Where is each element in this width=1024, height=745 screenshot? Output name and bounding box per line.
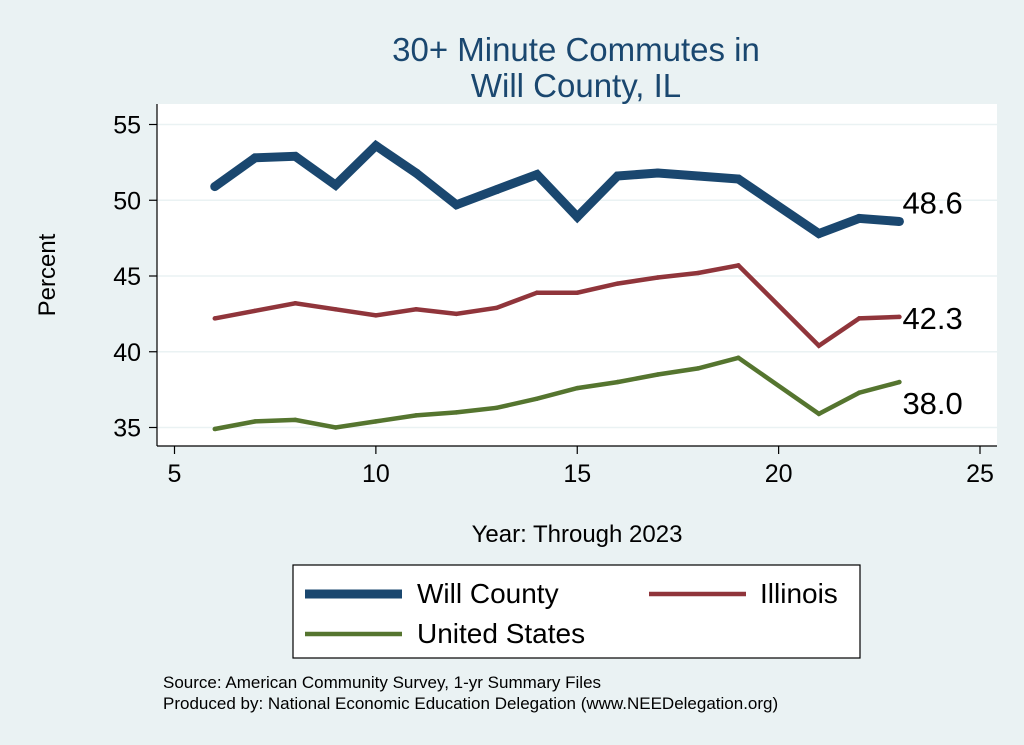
legend-label-illinois: Illinois [760, 578, 838, 609]
x-tick-label-20: 20 [765, 460, 793, 488]
data-point [494, 405, 499, 411]
data-point [534, 396, 540, 401]
data-point [816, 343, 822, 348]
data-point [695, 366, 701, 371]
data-point [655, 372, 661, 377]
data-point [814, 229, 824, 239]
data-point [212, 426, 218, 432]
data-point [333, 307, 338, 312]
data-point [250, 153, 260, 163]
y-tick-label-35: 35 [113, 415, 141, 443]
data-point [413, 307, 419, 312]
data-point [655, 275, 661, 280]
data-point [373, 313, 379, 318]
data-point [854, 213, 864, 223]
x-axis-label: Year: Through 2023 [472, 521, 683, 548]
legend-box [292, 564, 861, 659]
data-point [693, 171, 703, 181]
data-point [212, 316, 218, 321]
end-label-illinois: 42.3 [902, 301, 962, 336]
data-point [252, 308, 258, 314]
source-note: Source: American Community Survey, 1-yr … [163, 673, 601, 692]
data-point [252, 419, 258, 424]
data-point [733, 174, 743, 184]
y-tick-label-45: 45 [113, 263, 141, 291]
data-point [373, 419, 379, 424]
y-axis-ticks: 35 40 45 50 55 [113, 112, 157, 443]
data-point [451, 200, 461, 210]
data-point [575, 385, 580, 391]
x-tick-label-25: 25 [966, 460, 994, 488]
chart-title-line1: 30+ Minute Commutes in [392, 31, 760, 68]
data-point [613, 171, 623, 181]
data-point [736, 355, 741, 361]
y-axis-label: Percent [34, 233, 61, 316]
data-point [816, 411, 822, 417]
data-point [856, 390, 862, 395]
x-axis-ticks: 5 10 15 20 25 [168, 446, 994, 488]
data-point [615, 379, 620, 385]
end-label-united-states: 38.0 [902, 386, 962, 421]
data-point [532, 169, 542, 179]
data-point [856, 316, 862, 321]
legend-label-united-states: United States [417, 618, 585, 649]
data-point [575, 290, 580, 295]
data-point [210, 182, 220, 192]
end-labels: 48.6 42.3 38.0 [902, 185, 962, 421]
produced-note: Produced by: National Economic Education… [163, 694, 778, 713]
data-point [290, 151, 300, 161]
data-point [331, 180, 341, 190]
legend: Will County Illinois United States [305, 578, 838, 649]
data-point [371, 141, 381, 151]
x-tick-label-5: 5 [168, 460, 182, 488]
legend-label-will-county: Will County [417, 578, 559, 609]
series-lines [210, 139, 904, 432]
end-label-will-county: 48.6 [902, 185, 962, 220]
data-point [894, 216, 904, 226]
chart-title-line2: Will County, IL [471, 67, 681, 104]
data-point [534, 290, 540, 295]
x-tick-label-15: 15 [563, 460, 591, 488]
y-tick-label-40: 40 [113, 339, 141, 367]
data-point [897, 379, 902, 385]
data-point [572, 212, 582, 222]
y-tick-label-55: 55 [113, 112, 141, 140]
data-point [454, 410, 459, 415]
data-point [615, 281, 620, 286]
data-point [494, 305, 499, 311]
data-point [695, 270, 701, 276]
data-point [293, 417, 298, 423]
data-point [653, 168, 663, 178]
data-point [293, 301, 298, 306]
data-point [492, 185, 502, 195]
data-point [736, 263, 741, 268]
data-point [897, 314, 902, 320]
data-point [333, 425, 338, 430]
y-tick-label-50: 50 [113, 187, 141, 215]
data-point [454, 311, 459, 317]
data-point [413, 413, 419, 418]
gridlines [157, 123, 997, 429]
data-point [411, 168, 421, 178]
x-tick-label-10: 10 [362, 460, 390, 488]
